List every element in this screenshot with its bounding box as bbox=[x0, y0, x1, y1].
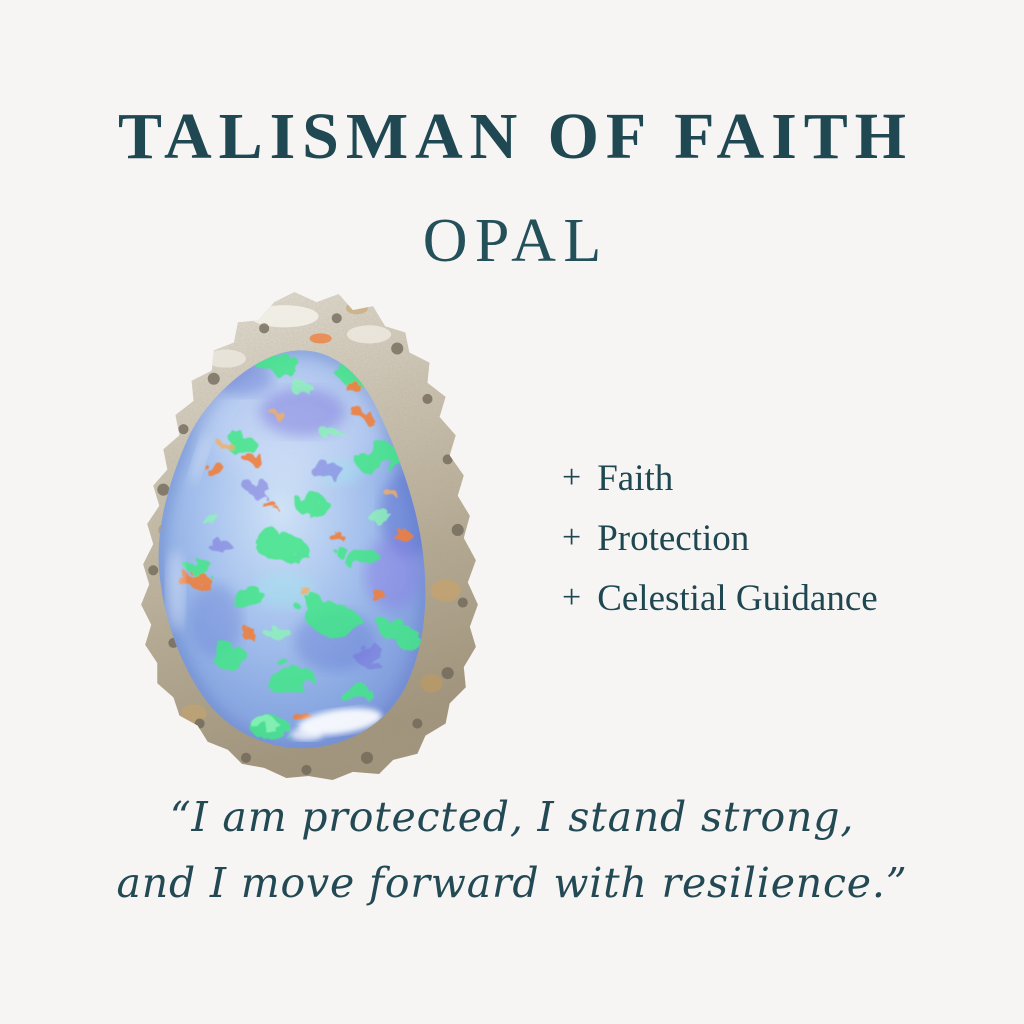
benefit-item-protection: + Protection bbox=[562, 508, 878, 568]
benefit-label: Protection bbox=[597, 517, 750, 559]
affirmation-line-1: “I am protected, I stand strong, bbox=[169, 793, 855, 841]
affirmation-line-2: and I move forward with resilience.” bbox=[116, 859, 908, 907]
page-title: TALISMAN OF FAITH bbox=[117, 100, 913, 173]
affirmation-quote: “I am protected, I stand strong, and I m… bbox=[0, 784, 1024, 916]
page-subtitle: OPAL bbox=[422, 207, 609, 275]
plus-marker: + bbox=[562, 459, 582, 496]
benefit-label: Faith bbox=[597, 457, 674, 499]
plus-marker: + bbox=[562, 519, 582, 556]
benefit-item-faith: + Faith bbox=[562, 448, 878, 508]
opal-gemstone-image bbox=[123, 288, 491, 780]
plus-marker: + bbox=[562, 579, 582, 616]
benefit-item-celestial-guidance: + Celestial Guidance bbox=[562, 568, 878, 628]
benefits-list: + Faith + Protection + Celestial Guidanc… bbox=[562, 448, 878, 628]
benefit-label: Celestial Guidance bbox=[597, 577, 878, 619]
opal-gemstone-svg bbox=[141, 292, 478, 780]
